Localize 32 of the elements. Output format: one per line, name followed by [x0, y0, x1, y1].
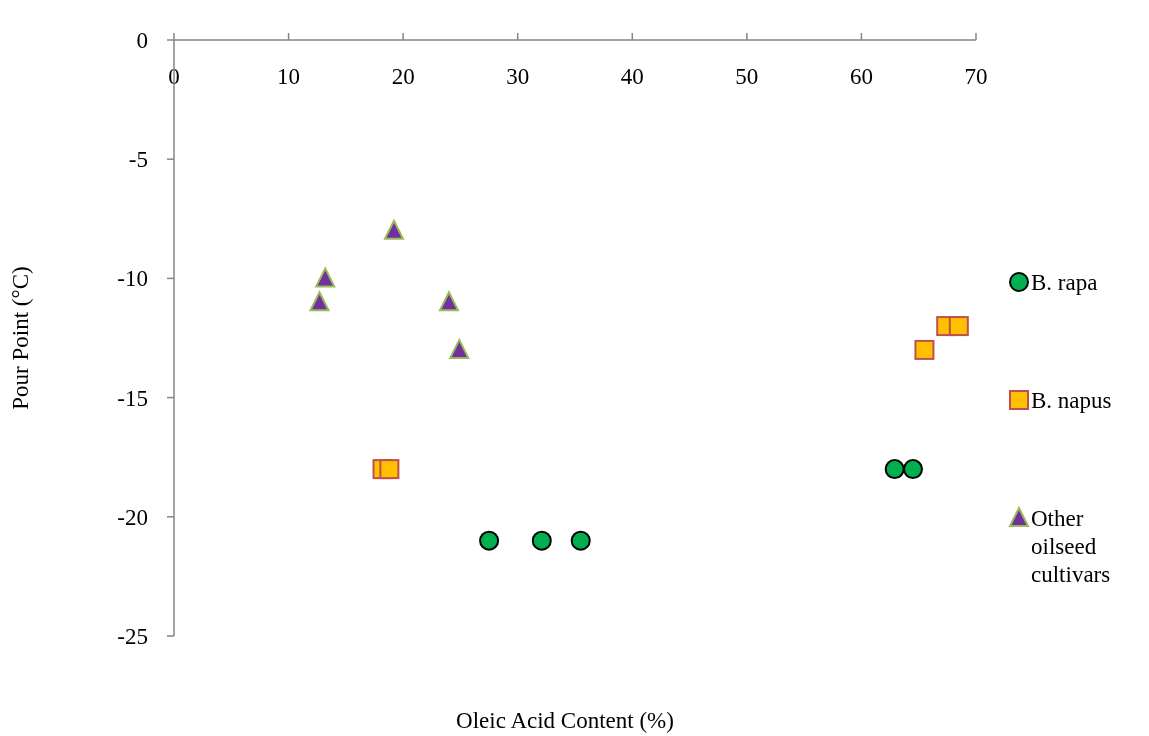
y-tick-label: -10: [117, 266, 148, 292]
y-axis-title: Pour Point (°C): [8, 266, 33, 410]
point: [438, 291, 459, 312]
x-tick-label: 20: [391, 64, 415, 89]
x-axis-title: Oleic Acid Content (%): [456, 708, 674, 733]
point: [449, 338, 470, 359]
point: [570, 530, 591, 551]
point: [315, 267, 336, 288]
point: [531, 530, 552, 551]
y-tick-label: -20: [117, 504, 148, 530]
point: [479, 530, 500, 551]
x-tick-label: 30: [506, 64, 530, 89]
y-tick-label: 0: [136, 28, 148, 53]
y-tick-label: -5: [128, 147, 148, 173]
y-tick-label: -15: [117, 385, 148, 411]
legend-label: Other oilseed cultivars: [1031, 506, 1111, 587]
point: [902, 459, 923, 480]
x-tick-label: 60: [849, 64, 873, 89]
legend-label: B. rapa: [1031, 270, 1098, 295]
legend-label: B. napus: [1031, 388, 1112, 413]
x-tick-label: 10: [277, 64, 301, 89]
x-tick-label: 50: [735, 64, 759, 89]
x-tick-label: 0: [168, 64, 180, 89]
point: [309, 291, 330, 312]
point: [379, 459, 400, 480]
y-tick-label: -25: [117, 624, 148, 649]
point: [884, 459, 905, 480]
x-tick-label: 40: [620, 64, 644, 89]
point: [383, 219, 404, 240]
x-tick-label: 70: [964, 64, 988, 89]
point: [948, 316, 969, 337]
point: [914, 339, 935, 360]
